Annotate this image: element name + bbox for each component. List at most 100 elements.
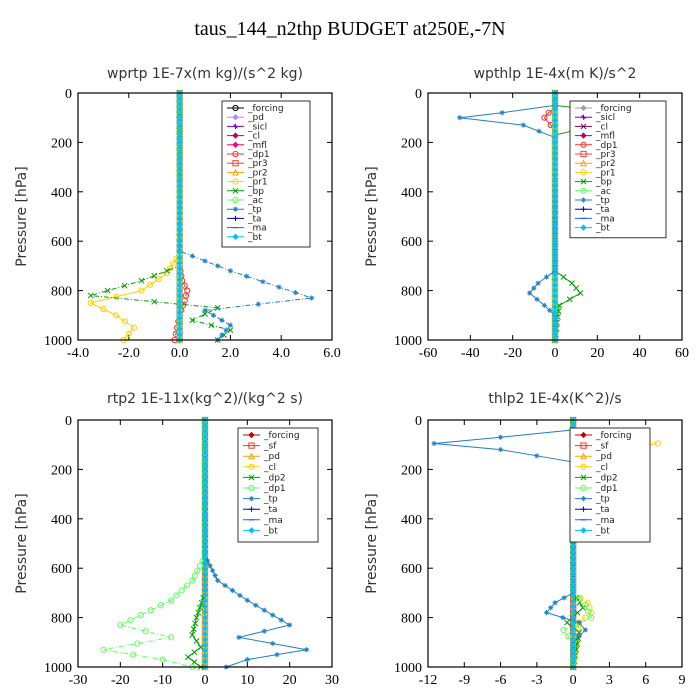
data-point [227, 322, 233, 328]
legend-marker [248, 496, 255, 502]
data-point [534, 453, 540, 459]
x-tick-label: 20 [283, 673, 297, 688]
series-line [103, 420, 206, 668]
data-point [121, 318, 129, 325]
data-point [219, 332, 225, 338]
data-point [202, 307, 208, 313]
legend-label: _tp [247, 205, 262, 215]
x-tick-label: -30 [69, 673, 88, 688]
y-tick-label: 400 [51, 513, 72, 528]
legend-marker [580, 169, 587, 176]
legend-marker [580, 474, 587, 481]
legend-box [569, 100, 667, 239]
legend-label: _pr1 [247, 178, 268, 188]
data-point [151, 298, 158, 305]
legend-label: _sicl [247, 122, 267, 132]
y-tick-label: 200 [51, 463, 72, 478]
data-point [253, 602, 259, 608]
legend-label: _sf [263, 442, 277, 452]
legend-label: _tp [595, 196, 610, 206]
data-point [208, 322, 215, 329]
data-point [274, 652, 280, 658]
data-point [579, 604, 586, 611]
data-point [548, 605, 554, 611]
data-point [185, 654, 192, 661]
data-point [130, 324, 137, 331]
legend-marker [580, 463, 587, 470]
x-tick-label: 3 [606, 673, 613, 688]
data-point [535, 280, 541, 286]
x-tick-label: -9 [458, 673, 470, 688]
data-point [276, 284, 282, 290]
data-point [497, 434, 504, 440]
data-point [566, 296, 573, 303]
data-point [87, 292, 94, 299]
data-point [244, 597, 250, 603]
data-point [547, 307, 553, 313]
x-tick-label: -6 [495, 673, 507, 688]
y-tick-label: 600 [401, 562, 422, 577]
data-point [100, 646, 107, 653]
data-point [244, 273, 250, 279]
data-point [214, 304, 221, 311]
legend-marker [232, 141, 239, 148]
legend-label: _forcing [595, 431, 632, 441]
legend-marker [248, 474, 255, 481]
legend-label: _bp [595, 178, 612, 188]
data-point [565, 633, 572, 640]
legend-label: _forcing [263, 431, 300, 441]
data-point [155, 275, 162, 283]
legend-marker [580, 496, 587, 502]
data-point [457, 115, 463, 121]
legend-marker [580, 442, 587, 449]
x-tick-label: -20 [503, 346, 522, 361]
y-tick-label: 400 [51, 186, 72, 201]
data-point [560, 274, 567, 280]
data-point [543, 610, 550, 616]
legend-label: _sicl [595, 113, 615, 123]
data-point [193, 614, 200, 621]
data-point [576, 595, 583, 603]
x-tick-label: 10 [240, 673, 254, 688]
x-tick-label: -4.0 [67, 346, 89, 361]
data-point [541, 302, 548, 309]
legend-label: _pr3 [247, 159, 268, 169]
legend-marker [248, 527, 255, 534]
x-tick-label: 2.0 [222, 346, 240, 361]
x-tick-label: 40 [633, 346, 647, 361]
data-point [577, 290, 584, 297]
data-point [582, 602, 589, 609]
legend-marker [232, 215, 239, 221]
x-tick-label: -2.0 [118, 346, 140, 361]
data-point [151, 272, 158, 279]
data-point [582, 627, 588, 633]
y-tick-label: 800 [401, 612, 422, 627]
legend-label: _pr1 [595, 168, 616, 178]
data-point [196, 562, 204, 569]
data-point [573, 285, 580, 292]
x-tick-label: 9 [679, 673, 686, 688]
data-point [137, 612, 144, 619]
legend-marker [248, 442, 255, 449]
data-point [534, 296, 540, 302]
data-point [278, 617, 284, 623]
legend-marker [248, 506, 255, 512]
legend-label: _bt [263, 526, 278, 536]
y-tick-label: 1000 [394, 661, 422, 676]
y-tick-label: 800 [401, 285, 422, 300]
data-point [545, 109, 552, 116]
legend-marker [580, 431, 587, 439]
data-point [574, 609, 581, 616]
data-point [202, 311, 208, 318]
legend-label: _ma [595, 214, 615, 224]
x-tick-label: 0 [202, 673, 209, 688]
chart-title: thlp2 1E-4x(K^2)/s [488, 391, 621, 407]
data-point [192, 620, 199, 627]
y-tick-label: 0 [415, 87, 422, 102]
legend-marker [248, 484, 255, 492]
data-point [113, 312, 120, 319]
data-point [142, 628, 149, 635]
data-point [100, 306, 107, 313]
data-point [497, 447, 504, 453]
data-point [229, 587, 236, 594]
